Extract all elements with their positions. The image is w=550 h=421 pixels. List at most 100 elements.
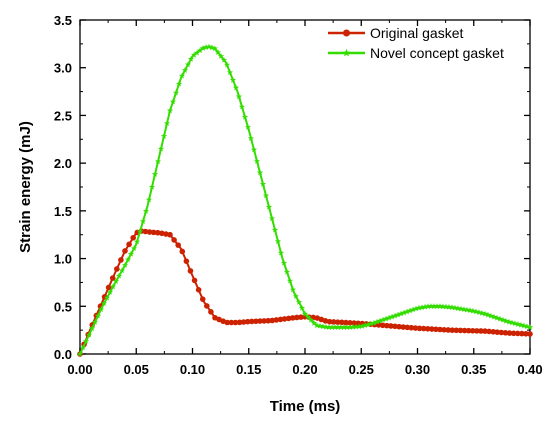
- data-point: [508, 319, 516, 326]
- data-point: [510, 330, 517, 337]
- data-point: [412, 305, 420, 312]
- data-point: [330, 319, 337, 325]
- data-point: [382, 315, 390, 322]
- data-point: [106, 289, 114, 295]
- data-point: [493, 314, 501, 321]
- data-point: [397, 310, 405, 317]
- data-point: [265, 317, 271, 324]
- data-point: [208, 309, 214, 315]
- y-axis-title: Strain energy (mJ): [17, 121, 34, 253]
- data-point: [204, 303, 210, 309]
- data-point: [122, 248, 128, 254]
- data-point: [418, 304, 426, 311]
- data-point: [280, 259, 288, 266]
- data-point: [391, 312, 399, 319]
- data-point: [384, 322, 390, 329]
- data-point: [139, 218, 147, 224]
- data-point: [205, 43, 213, 50]
- data-point: [97, 306, 105, 313]
- y-tick-label: 0.0: [54, 347, 72, 362]
- data-point: [373, 318, 381, 325]
- data-point: [247, 135, 255, 141]
- data-point: [346, 324, 354, 330]
- data-point: [214, 49, 222, 56]
- data-point: [392, 323, 398, 330]
- x-axis-ticks: 0.00 0.05 0.10 0.15 0.20 0.25 0.30 0.35 0.40: [67, 20, 543, 377]
- data-point: [520, 322, 528, 329]
- data-point: [339, 319, 345, 326]
- data-point: [142, 207, 150, 214]
- data-point: [261, 318, 267, 324]
- data-point: [445, 303, 453, 310]
- legend-item-original: Original gasket: [328, 25, 463, 41]
- data-point: [396, 323, 402, 330]
- data-point: [420, 325, 427, 332]
- data-point: [457, 327, 464, 334]
- data-point: [281, 316, 288, 322]
- x-tick-label: 0.40: [517, 362, 542, 377]
- x-tick-label: 0.05: [124, 362, 149, 377]
- data-point: [325, 324, 333, 330]
- data-point: [454, 305, 462, 311]
- x-tick-label: 0.10: [180, 362, 205, 377]
- data-point: [126, 241, 132, 248]
- data-point: [487, 312, 495, 319]
- data-point: [364, 321, 372, 328]
- data-point: [326, 318, 333, 325]
- data-point: [298, 314, 304, 320]
- data-point: [439, 303, 447, 310]
- data-point: [469, 327, 476, 334]
- data-point: [526, 324, 534, 330]
- data-point: [337, 324, 345, 330]
- data-point: [429, 326, 435, 332]
- plot-area: [79, 19, 531, 355]
- data-point: [160, 132, 168, 139]
- data-point: [469, 307, 477, 314]
- data-point: [187, 268, 194, 274]
- data-point: [484, 311, 492, 318]
- data-point: [442, 303, 450, 310]
- data-point: [505, 318, 513, 325]
- data-point: [199, 296, 206, 302]
- data-point: [370, 319, 378, 326]
- data-point: [319, 323, 327, 330]
- data-point: [331, 324, 339, 330]
- data-point: [334, 319, 341, 325]
- data-point: [292, 293, 300, 299]
- data-point: [208, 44, 216, 51]
- data-point: [171, 237, 177, 243]
- y-tick-label: 3.5: [54, 13, 72, 28]
- data-point: [114, 266, 120, 272]
- data-point: [277, 316, 284, 323]
- data-point: [358, 322, 366, 329]
- data-point: [94, 312, 102, 319]
- data-point: [498, 329, 505, 336]
- data-point: [490, 313, 498, 320]
- data-point: [142, 228, 149, 235]
- data-point: [502, 317, 510, 324]
- data-point: [307, 316, 315, 323]
- legend-marker-novel: [342, 48, 351, 57]
- data-point: [310, 319, 318, 326]
- data-point: [253, 158, 261, 164]
- data-point: [226, 69, 234, 76]
- data-point: [523, 330, 529, 337]
- data-point: [475, 309, 483, 315]
- data-point: [268, 215, 276, 222]
- data-point: [154, 158, 162, 165]
- data-point: [453, 327, 460, 334]
- data-point: [238, 103, 246, 110]
- data-point: [103, 294, 111, 301]
- data-point: [352, 323, 360, 330]
- data-point: [404, 324, 411, 331]
- data-point: [494, 329, 501, 335]
- data-point: [343, 324, 351, 330]
- plot-border: [79, 19, 531, 355]
- data-point: [82, 338, 90, 344]
- data-point: [400, 324, 406, 330]
- data-point: [367, 320, 375, 327]
- data-point: [224, 319, 231, 326]
- data-point: [486, 328, 492, 335]
- data-point: [461, 327, 468, 334]
